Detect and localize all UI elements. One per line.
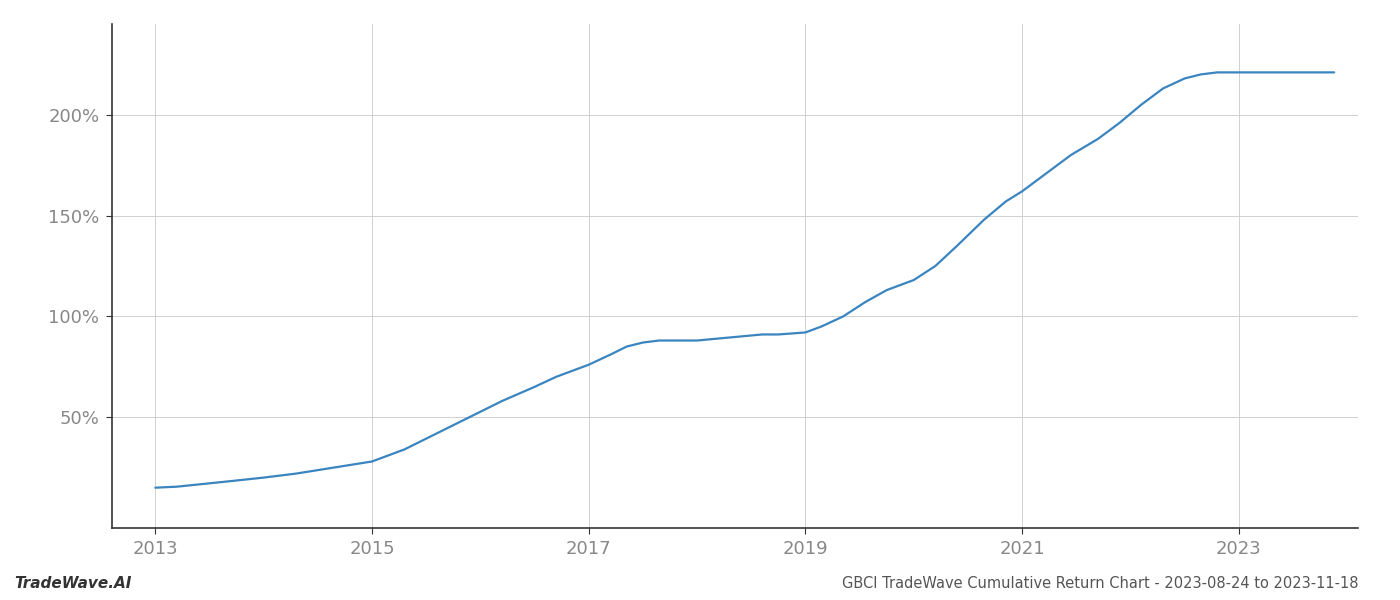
Text: TradeWave.AI: TradeWave.AI [14,576,132,591]
Text: GBCI TradeWave Cumulative Return Chart - 2023-08-24 to 2023-11-18: GBCI TradeWave Cumulative Return Chart -… [841,576,1358,591]
